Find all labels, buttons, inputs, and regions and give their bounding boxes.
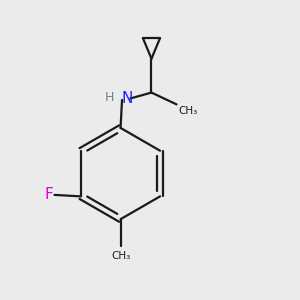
Text: F: F	[45, 188, 54, 202]
Text: H: H	[105, 91, 114, 104]
Text: CH₃: CH₃	[111, 251, 130, 261]
Text: N: N	[122, 91, 133, 106]
Text: CH₃: CH₃	[178, 106, 197, 116]
